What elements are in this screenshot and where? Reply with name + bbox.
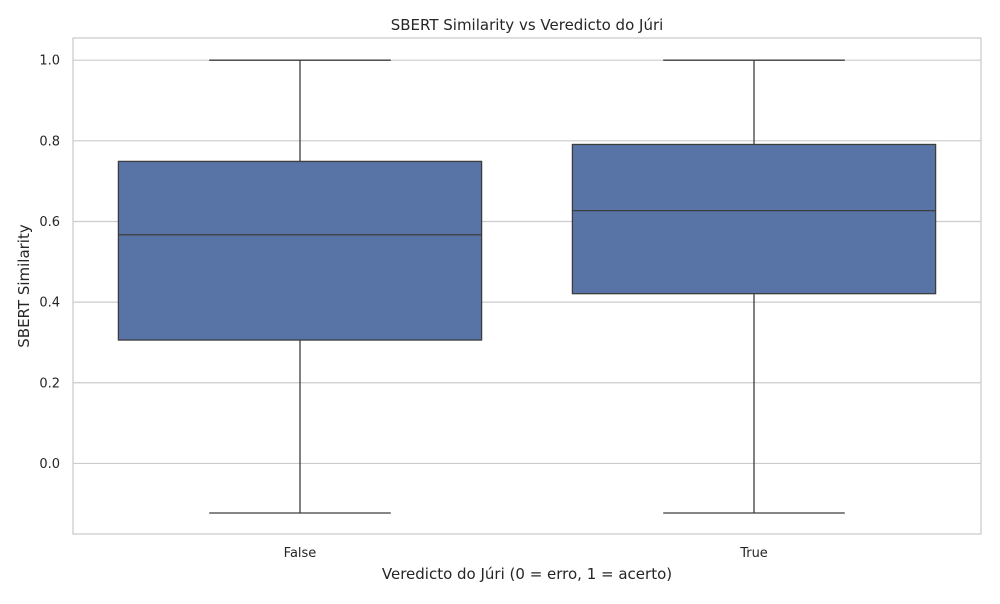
x-tick-label: True <box>739 546 768 561</box>
y-tick-label: 0.8 <box>39 134 60 149</box>
x-axis-title: Veredicto do Júri (0 = erro, 1 = acerto) <box>382 565 672 583</box>
y-tick-label: 0.2 <box>39 376 60 391</box>
y-tick-labels: 0.0 0.2 0.4 0.6 0.8 1.0 <box>39 54 60 472</box>
iqr-box <box>117 160 483 341</box>
box-group <box>571 59 937 514</box>
y-tick-label: 0.4 <box>39 296 60 311</box>
x-tick-labels: False True <box>284 546 768 561</box>
y-tick-label: 1.0 <box>39 54 60 69</box>
chart-title: SBERT Similarity vs Veredicto do Júri <box>391 16 664 34</box>
plot-frame <box>72 37 982 535</box>
y-tick-label: 0.0 <box>39 457 60 472</box>
y-tick-label: 0.6 <box>39 215 60 230</box>
y-axis-title: SBERT Similarity <box>15 224 33 348</box>
iqr-box <box>571 143 937 295</box>
x-tick-label: False <box>284 546 317 561</box>
boxes-layer <box>117 59 937 514</box>
box-group <box>117 59 483 514</box>
